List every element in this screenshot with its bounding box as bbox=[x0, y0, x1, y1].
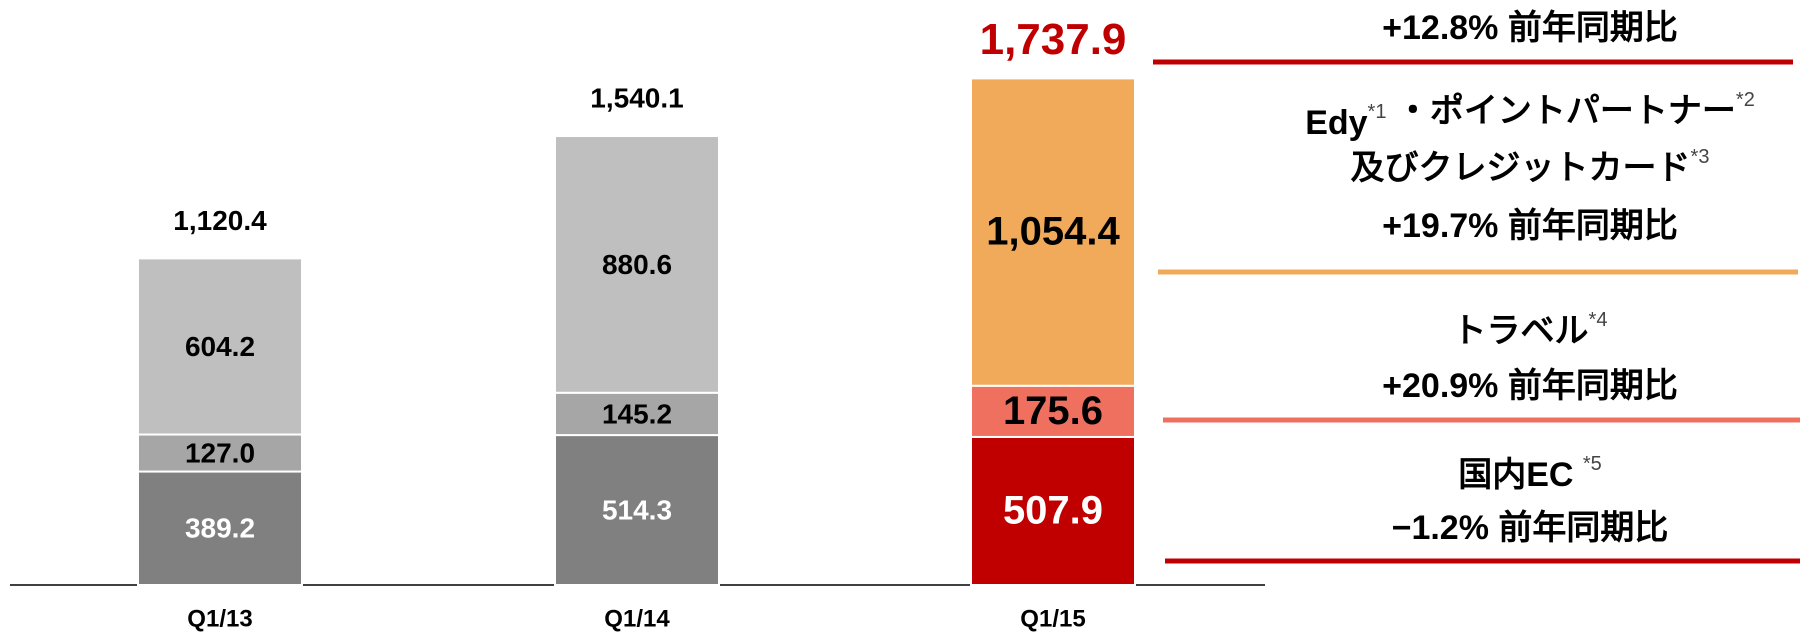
value-label: 175.6 bbox=[1003, 389, 1103, 433]
annotation-part: +12.8% 前年同期比 bbox=[1382, 9, 1678, 47]
value-label: 145.2 bbox=[602, 398, 672, 429]
annotation-part: Edy bbox=[1305, 104, 1367, 142]
value-label: 604.2 bbox=[185, 331, 255, 362]
bar-segment bbox=[970, 77, 1136, 387]
value-label: 1,054.4 bbox=[986, 210, 1120, 254]
value-label: 507.9 bbox=[1003, 489, 1103, 533]
annotation-part: +19.7% 前年同期比 bbox=[1382, 207, 1678, 245]
annotation-part: −1.2% 前年同期比 bbox=[1392, 509, 1669, 547]
annotation-text: +12.8% 前年同期比 bbox=[1382, 9, 1678, 47]
bar-segment bbox=[137, 470, 303, 586]
x-tick-label: Q1/14 bbox=[604, 605, 670, 632]
x-tick-label: Q1/15 bbox=[1020, 605, 1085, 632]
bar-segment bbox=[137, 257, 303, 436]
value-label: 389.2 bbox=[185, 513, 255, 544]
annotation-text: +19.7% 前年同期比 bbox=[1382, 207, 1678, 245]
bar-segment bbox=[970, 435, 1136, 586]
annotation-text: 及びクレジットカード*3 bbox=[1351, 146, 1710, 187]
annotation-superscript: *4 bbox=[1589, 309, 1608, 331]
bar-segment bbox=[970, 384, 1136, 438]
annotation-text: トラベル*4 bbox=[1453, 309, 1608, 350]
annotation-superscript: *3 bbox=[1691, 146, 1710, 168]
annotation-part: +20.9% 前年同期比 bbox=[1382, 367, 1678, 405]
value-label: 127.0 bbox=[185, 437, 255, 468]
total-label: 1,120.4 bbox=[173, 205, 267, 236]
value-label: 514.3 bbox=[602, 494, 672, 525]
bar-segment bbox=[554, 434, 720, 586]
x-tick-label: Q1/13 bbox=[187, 605, 252, 632]
annotation-text: Edy*1 ・ポイントパートナー*2 bbox=[1305, 89, 1755, 142]
annotation-text: +20.9% 前年同期比 bbox=[1382, 367, 1678, 405]
annotation-part: 及びクレジットカード bbox=[1351, 149, 1691, 187]
annotation-part: 国内EC bbox=[1458, 456, 1583, 494]
annotation-superscript: *1 bbox=[1368, 101, 1387, 123]
annotation-part: ・ポイントパートナー bbox=[1386, 91, 1735, 130]
total-label: 1,540.1 bbox=[590, 82, 683, 113]
bar-segment bbox=[137, 433, 303, 473]
bar-segment bbox=[554, 135, 720, 394]
value-label: 880.6 bbox=[602, 249, 672, 280]
annotation-superscript: *2 bbox=[1736, 89, 1755, 111]
annotation-text: 国内EC *5 bbox=[1458, 453, 1602, 494]
annotation-superscript: *5 bbox=[1583, 453, 1602, 475]
annotation-part: トラベル bbox=[1453, 312, 1589, 350]
annotation-text: −1.2% 前年同期比 bbox=[1392, 509, 1669, 547]
total-label: 1,737.9 bbox=[980, 15, 1127, 64]
bar-segment bbox=[554, 391, 720, 437]
